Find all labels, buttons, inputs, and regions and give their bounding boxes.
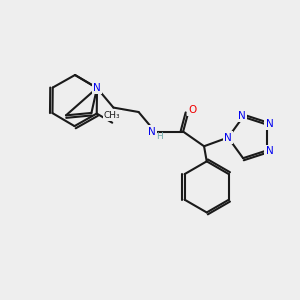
Text: N: N xyxy=(266,119,273,129)
Text: CH₃: CH₃ xyxy=(104,111,121,120)
Text: O: O xyxy=(188,105,196,115)
Text: N: N xyxy=(93,83,101,93)
Text: N: N xyxy=(224,133,232,142)
Text: H: H xyxy=(156,132,162,141)
Text: N: N xyxy=(266,146,273,156)
Text: N: N xyxy=(148,127,156,136)
Text: N: N xyxy=(238,111,246,121)
